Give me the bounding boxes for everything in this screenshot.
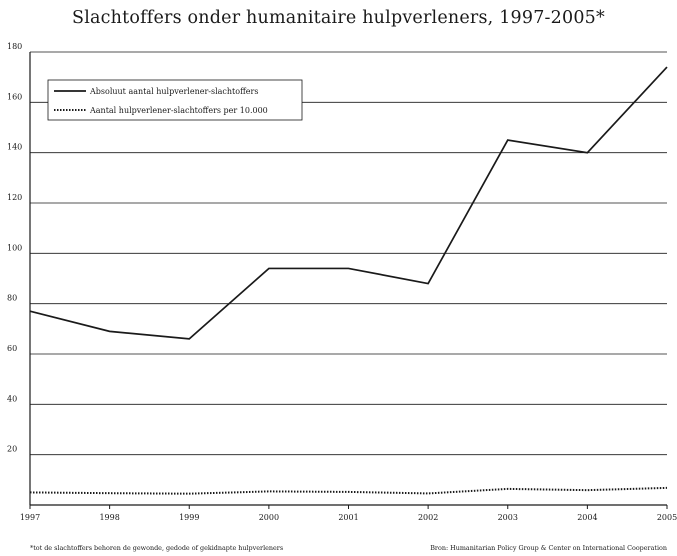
footnote: *tot de slachtoffers behoren de gewonde,… bbox=[30, 544, 284, 552]
x-tick-label: 2001 bbox=[338, 513, 358, 522]
y-tick-label: 120 bbox=[7, 193, 22, 202]
x-tick-label: 1997 bbox=[20, 513, 40, 522]
x-tick-label: 1999 bbox=[179, 513, 199, 522]
y-tick-label: 60 bbox=[7, 344, 17, 353]
legend: Absoluut aantal hulpverlener-slachtoffer… bbox=[47, 79, 303, 121]
y-tick-label: 100 bbox=[7, 243, 22, 252]
x-tick-label: 2002 bbox=[418, 513, 438, 522]
series-line-1 bbox=[29, 66, 668, 340]
x-tick-label: 2003 bbox=[498, 513, 518, 522]
y-tick-label: 160 bbox=[7, 92, 22, 101]
y-tick-labels: 20 40 60 80 100 120 140 160 180 bbox=[7, 42, 22, 454]
x-tick-label: 2004 bbox=[577, 513, 597, 522]
series-lines bbox=[29, 66, 668, 495]
axes bbox=[29, 52, 668, 509]
y-tick-label: 180 bbox=[7, 42, 22, 51]
x-tick-label: 2005 bbox=[657, 513, 677, 522]
x-tick-labels: 1997 1998 1999 2000 2001 2002 2003 2004 2005 bbox=[20, 513, 677, 522]
x-tick-label: 2000 bbox=[259, 513, 279, 522]
chart-title: Slachtoffers onder humanitaire hulpverle… bbox=[72, 8, 605, 28]
legend-box bbox=[47, 79, 303, 121]
y-tick-label: 40 bbox=[7, 394, 17, 403]
y-tick-label: 80 bbox=[7, 294, 17, 303]
legend-entry: Absoluut aantal hulpverlener-slachtoffer… bbox=[89, 87, 258, 96]
legend-entry: Aantal hulpverlener-slachtoffers per 10.… bbox=[89, 106, 268, 115]
y-tick-label: 20 bbox=[7, 445, 17, 454]
grid-lines bbox=[30, 51, 667, 456]
source-note: Bron: Humanitarian Policy Group & Center… bbox=[430, 544, 667, 552]
x-tick-label: 1998 bbox=[99, 513, 119, 522]
series-line-2 bbox=[29, 486, 668, 495]
y-tick-label: 140 bbox=[7, 143, 22, 152]
